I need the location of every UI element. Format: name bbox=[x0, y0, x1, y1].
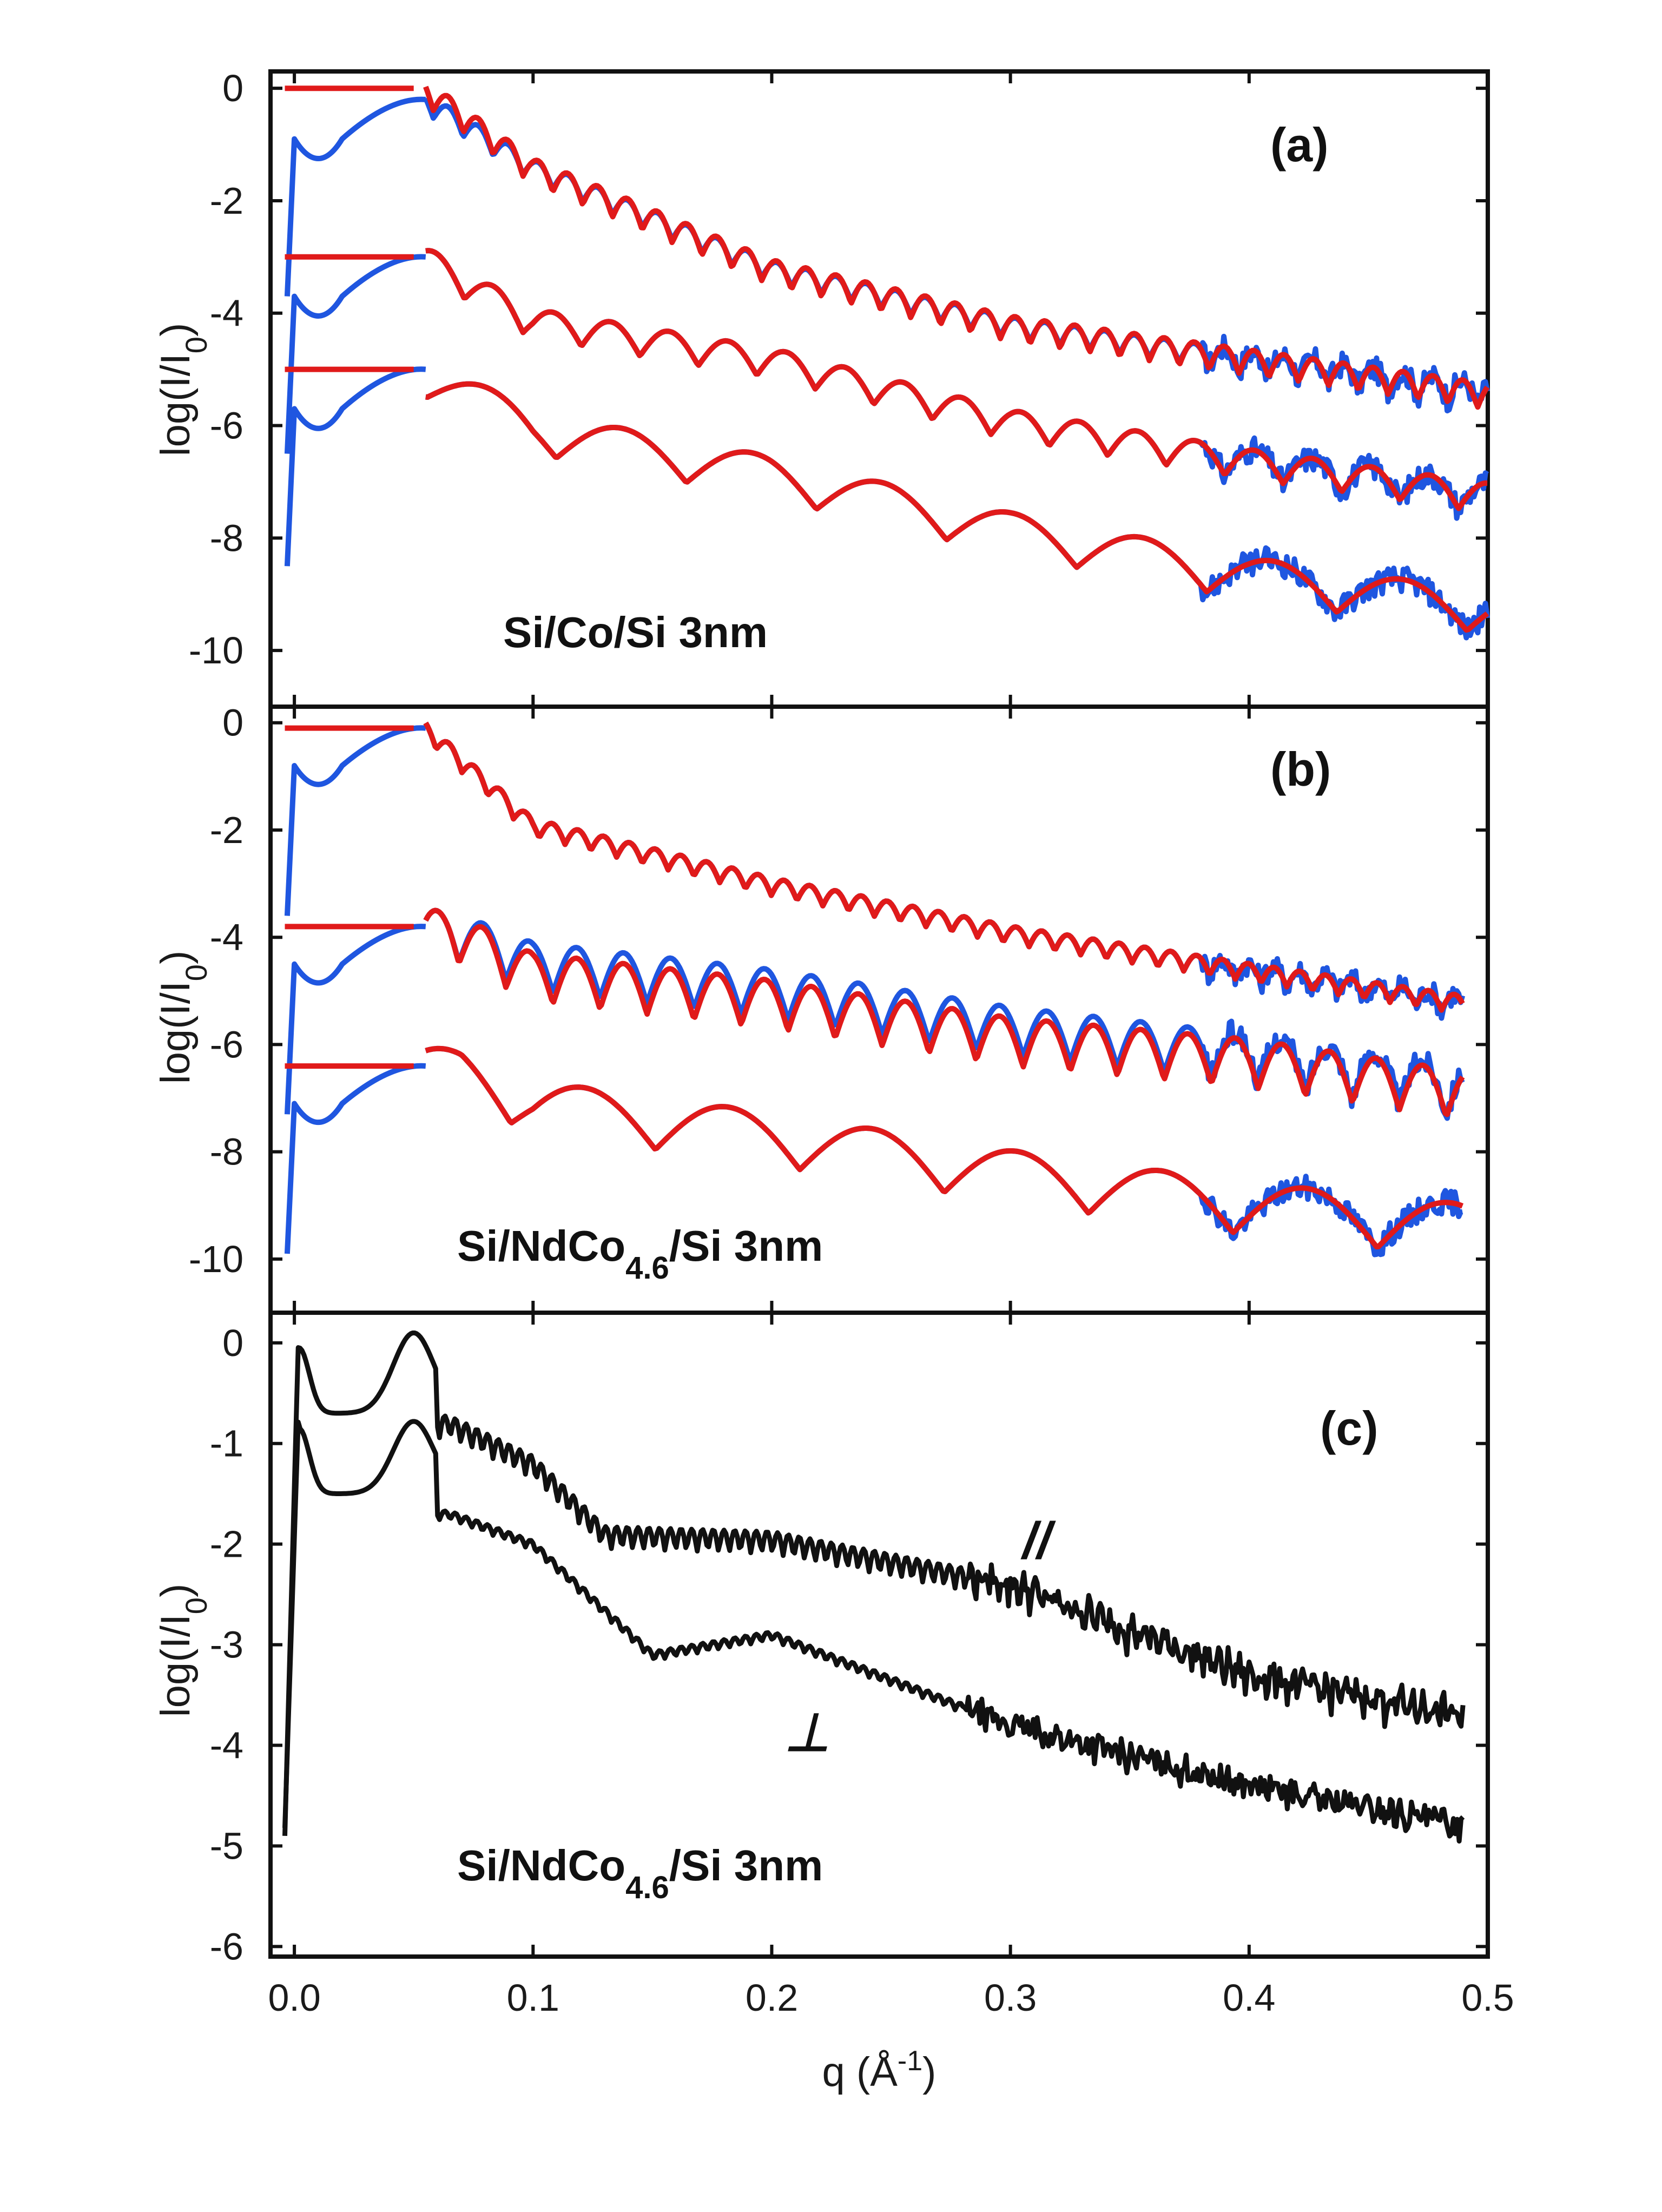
panel-a-series bbox=[284, 85, 1490, 641]
panel-c-ylabel: log(I/I0) bbox=[153, 1584, 213, 1717]
panel-c-sample-sub: 4.6 bbox=[625, 1870, 669, 1905]
ytick-label-b-1: -2 bbox=[210, 809, 243, 851]
panel-b-ylabel-main: log(I/I bbox=[153, 981, 199, 1084]
ytick-label-c-4: -4 bbox=[210, 1724, 243, 1767]
panel-a-ylabel-sub: 0 bbox=[179, 337, 213, 353]
ytick-label-b-4: -8 bbox=[210, 1131, 243, 1173]
ytick-label-c-5: -5 bbox=[210, 1825, 243, 1867]
x-axis-label-main: q (Å bbox=[822, 2049, 898, 2095]
series-c-perpendicular bbox=[282, 1419, 1465, 1844]
perpendicular-label: ⊥ bbox=[784, 1704, 830, 1762]
ytick-label-c-3: -3 bbox=[210, 1624, 243, 1666]
series-a-meas-bottom bbox=[284, 366, 1490, 641]
x-axis-label-close: ) bbox=[922, 2049, 936, 2095]
xtick-label-5: 0.5 bbox=[1461, 1977, 1514, 2019]
panel-a-ylabel-close: ) bbox=[153, 323, 199, 337]
panel-c-sample-pre: Si/NdCo bbox=[457, 1841, 625, 1890]
panel-c-ylabel-main: log(I/I bbox=[153, 1614, 199, 1717]
panel-a-sample-label: Si/Co/Si 3nm bbox=[503, 608, 768, 656]
xtick-label-1: 0.1 bbox=[507, 1977, 559, 2019]
panel-c-sample-label: Si/NdCo4.6/Si 3nm bbox=[457, 1841, 823, 1905]
xtick-label-3: 0.3 bbox=[984, 1977, 1037, 2019]
ytick-label-b-3: -6 bbox=[210, 1023, 243, 1065]
panel-c-ylabel-close: ) bbox=[153, 1584, 199, 1597]
panel-c-frame bbox=[268, 1311, 1490, 1959]
ytick-label-c-2: -2 bbox=[210, 1523, 243, 1565]
panel-c-sample-post: /Si 3nm bbox=[669, 1841, 823, 1890]
x-tick-labels: 0.0 0.1 0.2 0.3 0.4 0.5 bbox=[268, 1977, 1514, 2019]
panel-b: 0 -2 -4 -6 -8 -10 (b) Si/NdCo4.6/Si 3nm log(I… bbox=[153, 702, 1490, 1315]
panel-a: 0-2-4-6-8-10 (a) Si/Co/Si 3nm log(I/I0) bbox=[153, 67, 1490, 709]
panel-b-tag: (b) bbox=[1270, 742, 1331, 796]
ytick-label-a-3: -6 bbox=[210, 405, 243, 447]
panel-c-ylabel-sub: 0 bbox=[179, 1597, 213, 1614]
ytick-label-a-5: -10 bbox=[189, 629, 243, 672]
panel-c: 0 -1 -2 -3 -4 -5 -6 (c) // ⊥ Si/NdCo4.6/Si 3nm… bbox=[153, 1311, 1490, 1967]
ytick-label-a-0: 0 bbox=[222, 67, 243, 109]
ytick-label-b-5: -10 bbox=[189, 1238, 243, 1280]
ytick-label-c-1: -1 bbox=[210, 1423, 243, 1465]
panel-b-ticks: 0 -2 -4 -6 -8 -10 bbox=[189, 702, 1489, 1313]
panel-b-ylabel: log(I/I0) bbox=[153, 951, 213, 1084]
x-axis-label: q (Å-1) bbox=[822, 2045, 936, 2095]
series-a-fit-mid bbox=[285, 248, 1488, 511]
series-b-fit-mid bbox=[285, 907, 1465, 1117]
ytick-label-c-6: -6 bbox=[210, 1925, 243, 1967]
panel-a-ylabel-main: log(I/I bbox=[153, 353, 199, 456]
parallel-label: // bbox=[1020, 1512, 1057, 1570]
panel-c-ticks: 0 -1 -2 -3 -4 -5 -6 bbox=[210, 1313, 1489, 1967]
panel-b-ylabel-close: ) bbox=[153, 951, 199, 964]
panel-c-tag: (c) bbox=[1320, 1401, 1379, 1455]
panel-b-sample-post: /Si 3nm bbox=[669, 1222, 823, 1270]
panel-a-tag: (a) bbox=[1270, 118, 1329, 172]
panel-a-ylabel: log(I/I0) bbox=[153, 323, 213, 457]
ytick-label-b-0: 0 bbox=[222, 702, 243, 744]
series-a-fit-bottom bbox=[285, 366, 1489, 633]
panel-b-frame bbox=[268, 705, 1490, 1315]
ytick-label-a-1: -2 bbox=[210, 180, 243, 222]
ytick-label-b-2: -4 bbox=[210, 916, 243, 958]
panel-b-ylabel-sub: 0 bbox=[179, 964, 213, 981]
series-b-fit-top bbox=[285, 721, 1465, 1013]
ytick-label-c-0: 0 bbox=[222, 1322, 243, 1364]
series-b-fit-bottom bbox=[285, 1045, 1464, 1250]
x-axis-label-sup: -1 bbox=[898, 2045, 922, 2077]
xtick-label-2: 0.2 bbox=[746, 1977, 798, 2019]
panel-b-sample-label: Si/NdCo4.6/Si 3nm bbox=[457, 1222, 823, 1286]
panel-b-sample-pre: Si/NdCo bbox=[457, 1222, 625, 1270]
xtick-label-4: 0.4 bbox=[1223, 1977, 1275, 2019]
ytick-label-a-2: -4 bbox=[210, 292, 243, 334]
series-a-fit-top bbox=[285, 85, 1490, 410]
panel-b-series bbox=[284, 721, 1466, 1258]
panel-a-ticks: 0 -2 -4 -6 -8 -10 bbox=[189, 67, 1489, 707]
series-c-parallel bbox=[282, 1330, 1466, 1836]
panel-c-series bbox=[282, 1330, 1466, 1844]
xtick-label-0: 0.0 bbox=[268, 1977, 320, 2019]
ytick-label-a-4: -8 bbox=[210, 517, 243, 559]
panel-b-sample-sub: 4.6 bbox=[625, 1250, 669, 1286]
